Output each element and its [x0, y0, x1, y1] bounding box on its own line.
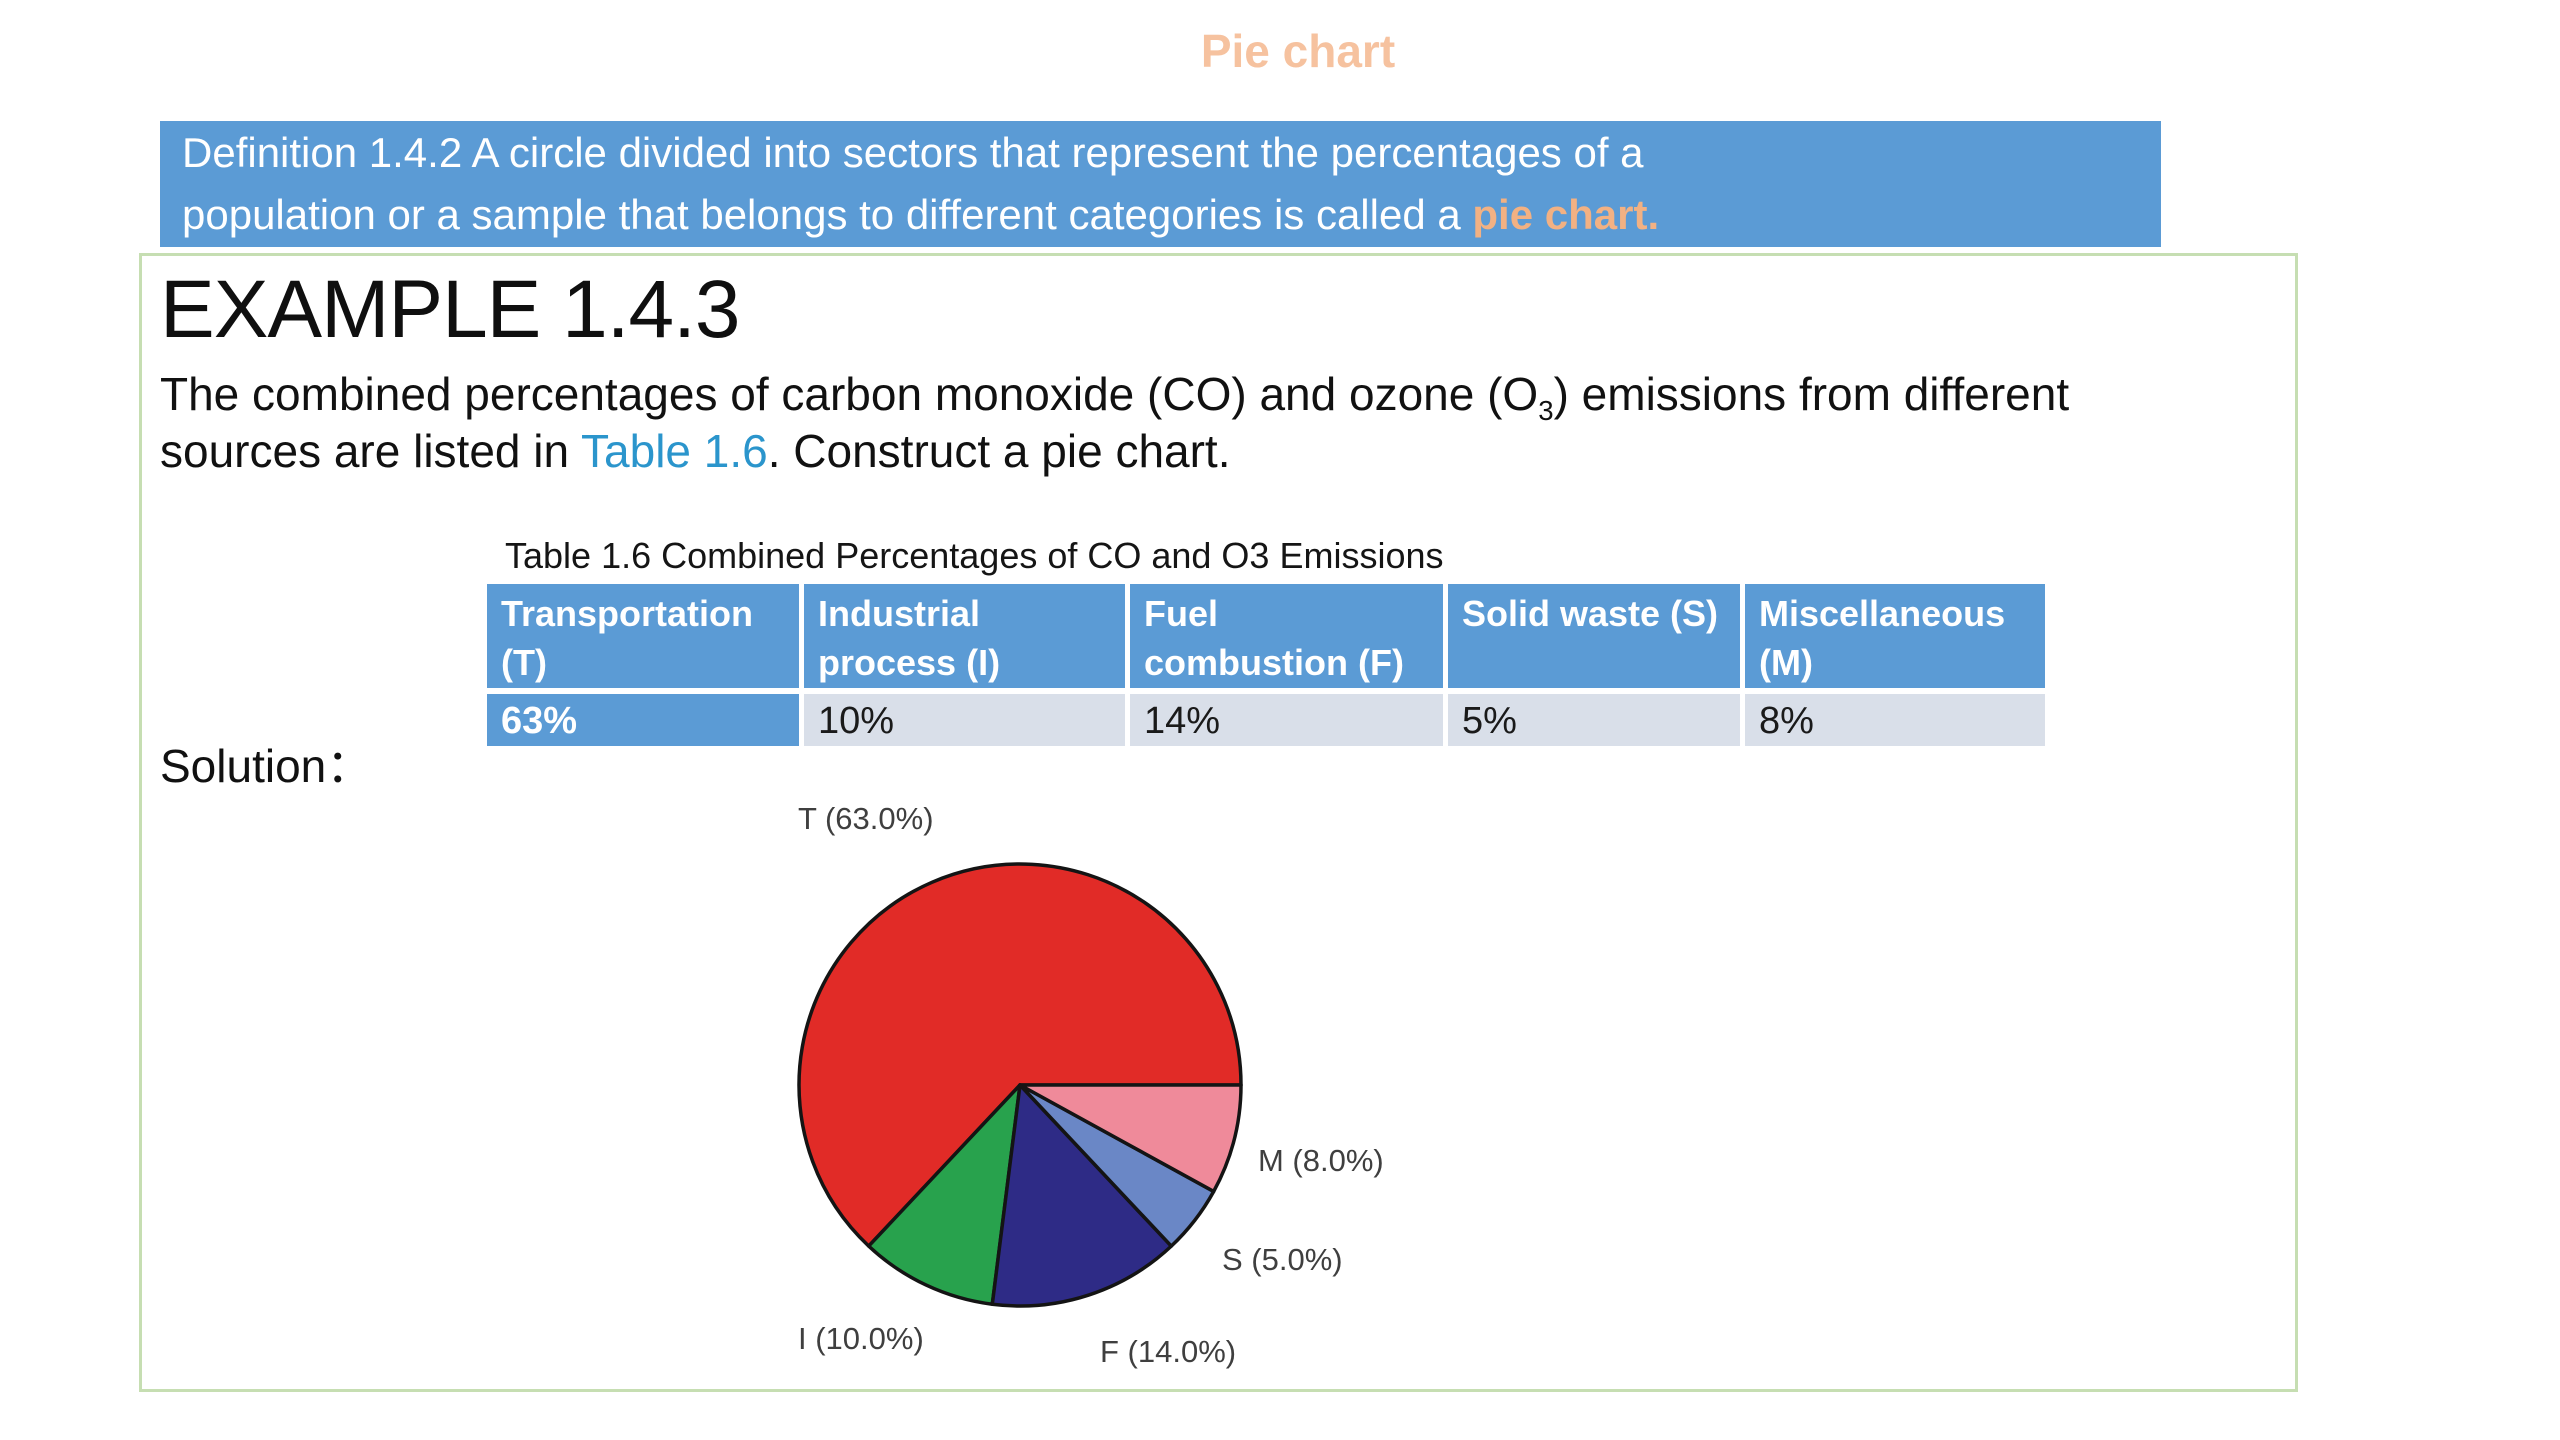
header-cell-industrial: Industrial process (I) [804, 584, 1125, 688]
ozone-subscript: 3 [1538, 395, 1554, 427]
pie-slice-label: S (5.0%) [1222, 1242, 1343, 1277]
definition-box: Definition 1.4.2 A circle divided into s… [160, 121, 2161, 247]
paragraph-text: sources are listed in [160, 425, 582, 477]
definition-line2: population or a sample that belongs to d… [182, 184, 2139, 246]
value-cell-industrial: 10% [804, 694, 1125, 746]
paragraph-text: . Construct a pie chart. [767, 425, 1231, 477]
example-box [139, 253, 2298, 1392]
pie-slice-label: F (14.0%) [1100, 1334, 1237, 1369]
table-header-row: Transportation (T) Industrial process (I) … [487, 584, 2045, 688]
header-cell-fuel: Fuel combustion (F) [1130, 584, 1443, 688]
example-heading: EXAMPLE 1.4.3 [160, 264, 741, 355]
pie-chart [797, 862, 1243, 1308]
definition-highlight-term: pie chart [1472, 191, 1648, 238]
pie-slice-label: I (10.0%) [798, 1321, 924, 1356]
value-cell-transportation: 63% [487, 694, 799, 746]
paragraph-text: The combined percentages of carbon monox… [160, 368, 1539, 420]
header-cell-transportation: Transportation (T) [487, 584, 799, 688]
header-cell-solid-waste: Solid waste (S) [1448, 584, 1740, 688]
paragraph-text: ) emissions from different [1553, 368, 2070, 420]
pie-slice-i [866, 1083, 1022, 1307]
pie-slice-m [1018, 1083, 1243, 1194]
pie-slice-t [797, 862, 1243, 1248]
table-value-row: 63% 10% 14% 5% 8% [487, 694, 2045, 746]
header-cell-miscellaneous: Miscellaneous (M) [1745, 584, 2045, 688]
table-caption: Table 1.6 Combined Percentages of CO and… [505, 535, 1444, 576]
definition-line2-text: population or a sample that belongs to d… [182, 191, 1473, 238]
emissions-table: Transportation (T) Industrial process (I) … [487, 584, 2045, 746]
definition-line1: Definition 1.4.2 A circle divided into s… [182, 129, 1644, 176]
example-paragraph-line1: The combined percentages of carbon monox… [160, 366, 2069, 439]
value-cell-fuel: 14% [1130, 694, 1443, 746]
pie-slice-label: T (63.0%) [798, 801, 934, 836]
value-cell-solid-waste: 5% [1448, 694, 1740, 746]
pie-slice-label: M (8.0%) [1258, 1143, 1384, 1178]
solution-label: Solution： [160, 740, 373, 792]
table-1-6-link[interactable]: Table 1.6 [581, 425, 768, 477]
page-title: Pie chart [1200, 25, 1396, 77]
pie-slice-f [990, 1083, 1174, 1308]
value-cell-miscellaneous: 8% [1745, 694, 2045, 746]
definition-line2-period: . [1647, 191, 1660, 238]
example-paragraph-line2: sources are listed in Table 1.6. Constru… [160, 423, 1231, 480]
